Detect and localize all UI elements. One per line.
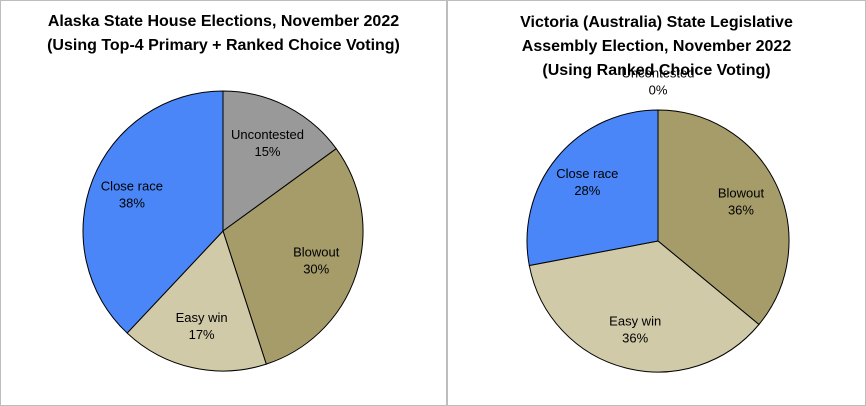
slice-label: Uncontested [622, 65, 695, 80]
slice-value-label: 36% [728, 202, 754, 217]
slice-label: Blowout [718, 185, 765, 200]
pie-slice [126, 230, 267, 372]
chart-panel: Victoria (Australia) State Legislative A… [447, 0, 866, 406]
chart-title: Victoria (Australia) State Legislative A… [520, 14, 793, 79]
slice-value-label: 0% [649, 82, 668, 97]
pie-slice [528, 240, 760, 373]
slice-label: Uncontested [231, 127, 304, 142]
pie-slice [222, 148, 364, 365]
pie-slice [82, 90, 224, 334]
slice-label: Easy win [176, 310, 228, 325]
pie-chart: Uncontested 15% Blowout 30% Easy win 17% Close… [82, 90, 364, 372]
slice-value-label: 36% [622, 330, 648, 345]
pie-slice [526, 109, 659, 267]
slice-label: Close race [556, 166, 618, 181]
pie-slice [222, 90, 337, 232]
slice-label: Close race [101, 178, 163, 193]
slice-label: Blowout [293, 245, 340, 260]
slice-value-label: 28% [574, 183, 600, 198]
chart-panel: Alaska State House Elections, November 2… [0, 0, 447, 406]
slice-value-label: 17% [189, 327, 215, 342]
slice-value-label: 30% [303, 262, 329, 277]
chart-title: Alaska State House Elections, November 2… [47, 13, 400, 54]
slice-label: Easy win [609, 313, 661, 328]
slice-value-label: 15% [254, 144, 280, 159]
pie-slice [657, 109, 790, 326]
slice-value-label: 38% [119, 195, 145, 210]
pie-chart: Uncontested 0% Blowout 36% Easy win 36% Close … [526, 65, 790, 373]
